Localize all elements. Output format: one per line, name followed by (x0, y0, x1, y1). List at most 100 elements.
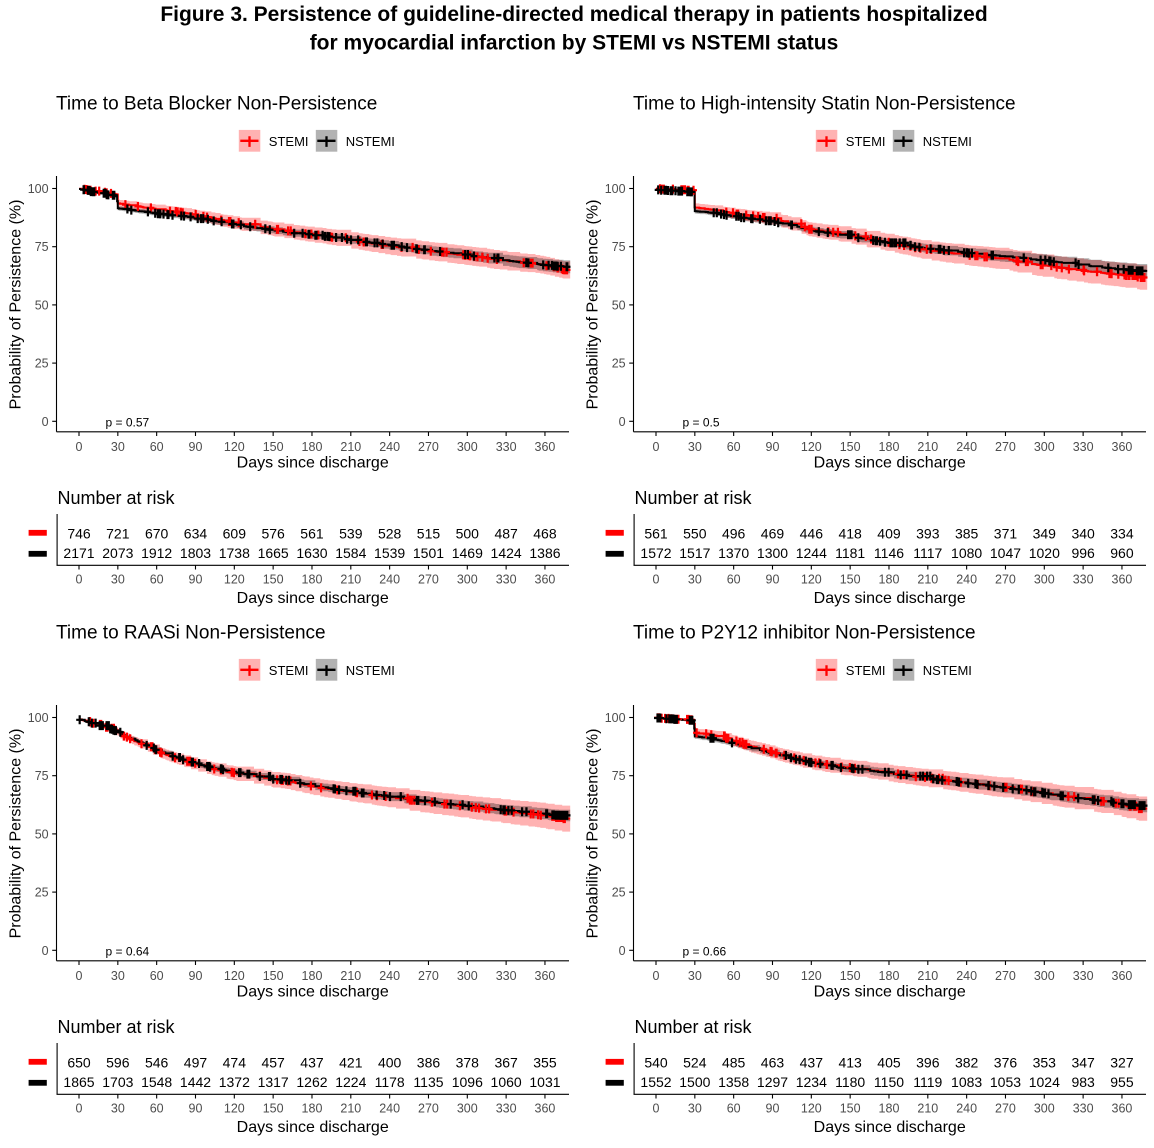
svg-text:240: 240 (956, 969, 977, 983)
svg-text:468: 468 (533, 525, 557, 541)
svg-text:Days since discharge: Days since discharge (237, 455, 389, 472)
svg-text:382: 382 (955, 1054, 979, 1070)
svg-text:1053: 1053 (990, 1074, 1021, 1090)
svg-text:1665: 1665 (258, 545, 289, 561)
svg-text:50: 50 (35, 827, 49, 841)
svg-text:0: 0 (76, 572, 83, 586)
svg-text:2171: 2171 (63, 545, 94, 561)
svg-text:90: 90 (766, 969, 780, 983)
svg-text:Probability of Persistence (%): Probability of Persistence (%) (585, 200, 602, 410)
svg-text:210: 210 (917, 969, 938, 983)
svg-text:1244: 1244 (796, 545, 827, 561)
svg-text:746: 746 (67, 525, 91, 541)
svg-text:90: 90 (189, 572, 203, 586)
svg-text:240: 240 (956, 572, 977, 586)
svg-text:330: 330 (1073, 969, 1094, 983)
svg-text:270: 270 (418, 1101, 439, 1115)
svg-text:210: 210 (917, 440, 938, 454)
svg-text:1047: 1047 (990, 545, 1021, 561)
svg-text:Time to RAASi Non-Persistence: Time to RAASi Non-Persistence (56, 623, 326, 644)
svg-text:1224: 1224 (335, 1074, 366, 1090)
svg-text:550: 550 (683, 525, 707, 541)
svg-text:30: 30 (688, 572, 702, 586)
svg-text:1548: 1548 (141, 1074, 172, 1090)
svg-text:180: 180 (879, 440, 900, 454)
svg-text:437: 437 (300, 1054, 324, 1070)
svg-text:1501: 1501 (413, 545, 444, 561)
svg-text:Days since discharge: Days since discharge (814, 590, 966, 607)
svg-text:0: 0 (76, 969, 83, 983)
svg-text:240: 240 (379, 440, 400, 454)
svg-text:50: 50 (612, 827, 626, 841)
svg-text:300: 300 (457, 572, 478, 586)
svg-text:960: 960 (1110, 545, 1134, 561)
svg-text:330: 330 (496, 440, 517, 454)
svg-text:330: 330 (496, 572, 517, 586)
svg-text:30: 30 (111, 1101, 125, 1115)
svg-text:1865: 1865 (63, 1074, 94, 1090)
svg-text:1372: 1372 (219, 1074, 250, 1090)
svg-text:25: 25 (35, 886, 49, 900)
svg-text:334: 334 (1110, 525, 1134, 541)
svg-text:0: 0 (653, 440, 660, 454)
svg-text:1469: 1469 (452, 545, 483, 561)
svg-text:210: 210 (340, 969, 361, 983)
svg-text:30: 30 (111, 440, 125, 454)
svg-text:270: 270 (418, 440, 439, 454)
svg-text:437: 437 (800, 1054, 824, 1070)
svg-text:1500: 1500 (679, 1074, 710, 1090)
svg-text:240: 240 (956, 1101, 977, 1115)
svg-text:1020: 1020 (1029, 545, 1060, 561)
svg-text:270: 270 (995, 1101, 1016, 1115)
svg-text:1096: 1096 (452, 1074, 483, 1090)
svg-text:983: 983 (1071, 1074, 1095, 1090)
svg-text:Time to Beta Blocker Non-Persi: Time to Beta Blocker Non-Persistence (56, 94, 377, 115)
svg-text:1031: 1031 (529, 1074, 560, 1090)
svg-text:STEMI: STEMI (269, 663, 309, 678)
svg-text:539: 539 (339, 525, 363, 541)
svg-text:360: 360 (535, 440, 556, 454)
svg-text:609: 609 (223, 525, 247, 541)
svg-text:1119: 1119 (913, 1074, 942, 1090)
svg-text:496: 496 (722, 525, 746, 541)
svg-text:1358: 1358 (718, 1074, 749, 1090)
svg-text:1024: 1024 (1029, 1074, 1060, 1090)
svg-text:1146: 1146 (874, 545, 904, 561)
svg-text:60: 60 (150, 969, 164, 983)
svg-text:150: 150 (840, 440, 861, 454)
svg-text:180: 180 (302, 969, 323, 983)
svg-text:347: 347 (1071, 1054, 1095, 1070)
svg-text:90: 90 (189, 969, 203, 983)
svg-text:1234: 1234 (796, 1074, 827, 1090)
svg-text:120: 120 (224, 572, 245, 586)
svg-text:90: 90 (766, 572, 780, 586)
svg-text:Days since discharge: Days since discharge (237, 1119, 389, 1136)
svg-text:180: 180 (302, 1101, 323, 1115)
svg-text:1180: 1180 (835, 1074, 865, 1090)
svg-text:Probability of Persistence (%): Probability of Persistence (%) (8, 200, 25, 410)
svg-text:393: 393 (916, 525, 940, 541)
svg-text:576: 576 (261, 525, 285, 541)
svg-text:75: 75 (35, 240, 49, 254)
svg-text:524: 524 (683, 1054, 707, 1070)
svg-text:25: 25 (612, 886, 626, 900)
svg-text:1630: 1630 (296, 545, 327, 561)
svg-text:1370: 1370 (718, 545, 749, 561)
svg-text:75: 75 (612, 769, 626, 783)
svg-text:1539: 1539 (374, 545, 405, 561)
svg-text:1442: 1442 (180, 1074, 211, 1090)
svg-text:385: 385 (955, 525, 979, 541)
svg-text:360: 360 (1112, 440, 1133, 454)
svg-text:210: 210 (340, 572, 361, 586)
svg-text:120: 120 (224, 969, 245, 983)
svg-text:405: 405 (877, 1054, 901, 1070)
svg-text:100: 100 (28, 711, 49, 725)
svg-text:330: 330 (1073, 440, 1094, 454)
svg-text:596: 596 (106, 1054, 130, 1070)
svg-text:Days since discharge: Days since discharge (814, 1119, 966, 1136)
svg-text:p = 0.64: p = 0.64 (106, 945, 150, 959)
svg-text:75: 75 (612, 240, 626, 254)
svg-text:561: 561 (644, 525, 668, 541)
svg-text:1552: 1552 (640, 1074, 671, 1090)
svg-text:NSTEMI: NSTEMI (923, 134, 972, 149)
